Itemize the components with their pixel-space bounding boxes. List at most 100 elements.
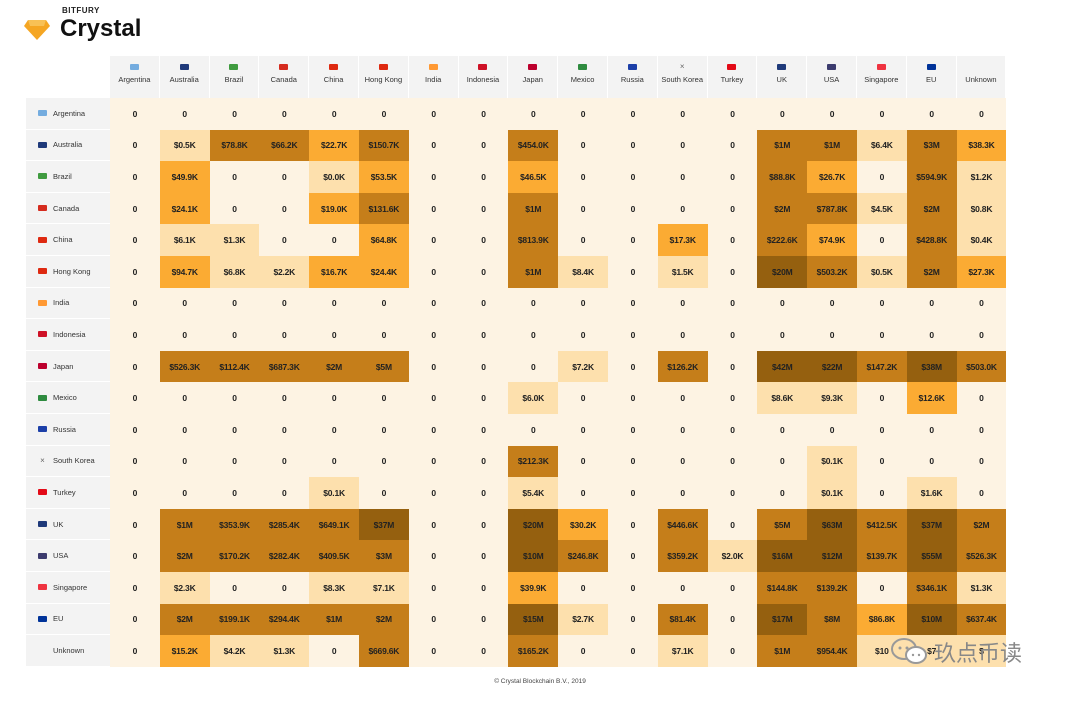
heatmap-cell: 0 xyxy=(607,382,658,414)
indonesia-flag-icon xyxy=(478,64,488,70)
china-flag-icon xyxy=(38,236,47,243)
table-row: Brazil 0 $49.9K 0 0 $0.0K $53.5K 0 0 $46.5K 0 0 0 0 $8… xyxy=(26,161,1007,193)
heatmap-cell: 0 xyxy=(558,161,608,193)
australia-flag-icon xyxy=(38,141,47,148)
heatmap-cell: 0 xyxy=(607,287,658,320)
table-row: Australia 0 $0.5K $78.8K $66.2K $22.7K $150.7K… xyxy=(26,129,1007,162)
column-header-argentina: Argentina xyxy=(110,56,160,98)
heatmap-cell: $1.5K xyxy=(657,255,708,288)
heatmap-cell: $1.6K xyxy=(906,477,957,509)
column-header-uk: UK xyxy=(757,56,808,98)
heatmap-cell: $409.5K xyxy=(309,540,359,572)
heatmap-cell: 0 xyxy=(159,319,210,351)
heatmap-cell: 0 xyxy=(259,287,310,320)
heatmap-cell: $637.4K xyxy=(956,603,1007,636)
heatmap-cell: $1M xyxy=(508,192,559,225)
chat-bubbles-icon xyxy=(891,638,927,664)
heatmap-cell: 0 xyxy=(309,287,359,320)
heatmap-cell: $1.3K xyxy=(259,635,310,667)
heatmap-cell: $88.8K xyxy=(757,161,808,193)
row-header-indonesia: Indonesia xyxy=(26,319,110,351)
heatmap-cell: $199.1K xyxy=(209,603,260,636)
indonesia-flag-icon xyxy=(38,331,47,338)
heatmap-cell: $813.9K xyxy=(508,224,559,256)
south-korea-flag-icon: × xyxy=(40,455,45,465)
heatmap-cell: 0 xyxy=(259,161,310,193)
heatmap-cell: $86.8K xyxy=(856,603,907,636)
brand-small: BITFURY xyxy=(62,6,100,15)
heatmap-cell: 0 xyxy=(607,603,658,636)
heatmap-cell: $526.3K xyxy=(956,540,1007,572)
heatmap-cell: 0 xyxy=(558,98,608,130)
heatmap-cell: 0 xyxy=(607,161,658,193)
table-row: China 0 $6.1K $1.3K 0 0 $64.8K 0 0 $813.9K 0 0 $17.3… xyxy=(26,224,1007,256)
heatmap-cell: 0 xyxy=(458,255,509,288)
heatmap-cell: 0 xyxy=(607,192,658,225)
hong-kong-flag-icon xyxy=(38,268,47,275)
heatmap-cell: $165.2K xyxy=(508,635,559,667)
column-label: USA xyxy=(823,75,840,84)
heatmap-cell: $0.1K xyxy=(807,445,857,478)
column-header-russia: Russia xyxy=(607,56,658,98)
heatmap-cell: 0 xyxy=(458,603,509,636)
table-row: USA 0 $2M $170.2K $282.4K $409.5K $3M 0 0 $10M $24… xyxy=(26,540,1007,572)
heatmap-cell: $1M xyxy=(159,508,210,541)
heatmap-cell: 0 xyxy=(358,98,409,130)
heatmap-cell: 0 xyxy=(707,413,758,446)
heatmap-cell: 0 xyxy=(956,445,1007,478)
heatmap-cell: 0 xyxy=(558,287,608,320)
heatmap-cell: 0 xyxy=(259,413,310,446)
row-header-singapore: Singapore xyxy=(26,571,110,604)
heatmap-cell: 0 xyxy=(906,319,957,351)
heatmap-cell: $954.4K xyxy=(807,635,857,667)
heatmap-cell: $16M xyxy=(757,540,808,572)
row-label: India xyxy=(53,298,70,308)
heatmap-cell: 0 xyxy=(707,477,758,509)
heatmap-cell: 0 xyxy=(110,413,160,446)
column-header-hong-kong: Hong Kong xyxy=(358,56,409,98)
heatmap-cell: 0 xyxy=(110,477,160,509)
heatmap-cell: 0 xyxy=(707,382,758,414)
heatmap-cell: $22M xyxy=(807,350,857,383)
heatmap-cell: 0 xyxy=(458,224,509,256)
heatmap-cell: $9.3K xyxy=(807,382,857,414)
table-row: Argentina 0 0 0 0 0 0 0 0 0 0 0 0 0 0 0 0 0 0 xyxy=(26,98,1007,130)
heatmap-cell: $49.9K xyxy=(159,161,210,193)
heatmap-cell: $12M xyxy=(807,540,857,572)
heatmap-cell: $24.4K xyxy=(358,255,409,288)
table-row: Japan 0 $526.3K $112.4K $687.3K $2M $5M 0 0 0 $7.2… xyxy=(26,350,1007,383)
heatmap-cell: 0 xyxy=(757,98,808,130)
heatmap-cell: 0 xyxy=(906,98,957,130)
heatmap-cell: 0 xyxy=(408,382,459,414)
heatmap-cell: 0 xyxy=(558,192,608,225)
column-header-usa: USA xyxy=(807,56,857,98)
heatmap-cell: 0 xyxy=(607,571,658,604)
heatmap-cell: 0 xyxy=(458,129,509,162)
heatmap-cell: 0 xyxy=(259,192,310,225)
column-label: South Korea xyxy=(661,75,704,84)
heatmap-cell: 0 xyxy=(358,413,409,446)
heatmap-cell: $53.5K xyxy=(358,161,409,193)
argentina-flag-icon xyxy=(38,110,47,117)
heatmap-cell: 0 xyxy=(159,477,210,509)
heatmap-cell: 0 xyxy=(558,224,608,256)
heatmap-cell: 0 xyxy=(707,571,758,604)
heatmap-cell: 0 xyxy=(110,603,160,636)
heatmap-cell: 0 xyxy=(757,445,808,478)
row-label: Canada xyxy=(53,203,80,213)
heatmap-cell: 0 xyxy=(110,287,160,320)
heatmap-cell: $112.4K xyxy=(209,350,260,383)
heatmap-cell: 0 xyxy=(458,445,509,478)
heatmap-cell: 0 xyxy=(309,382,359,414)
heatmap-cell: $17M xyxy=(757,603,808,636)
table-row: Hong Kong 0 $94.7K $6.8K $2.2K $16.7K $24.4K 0 0… xyxy=(26,255,1007,288)
heatmap-cell: $7.1K xyxy=(657,635,708,667)
column-header-japan: Japan xyxy=(508,56,559,98)
column-label: Russia xyxy=(620,75,644,84)
heatmap-cell: $787.8K xyxy=(807,192,857,225)
heatmap-cell: $5M xyxy=(358,350,409,383)
heatmap-cell: $7.2K xyxy=(558,350,608,383)
heatmap-cell: $144.8K xyxy=(757,571,808,604)
heatmap-cell: $6.0K xyxy=(508,382,559,414)
turkey-flag-icon xyxy=(727,64,737,70)
